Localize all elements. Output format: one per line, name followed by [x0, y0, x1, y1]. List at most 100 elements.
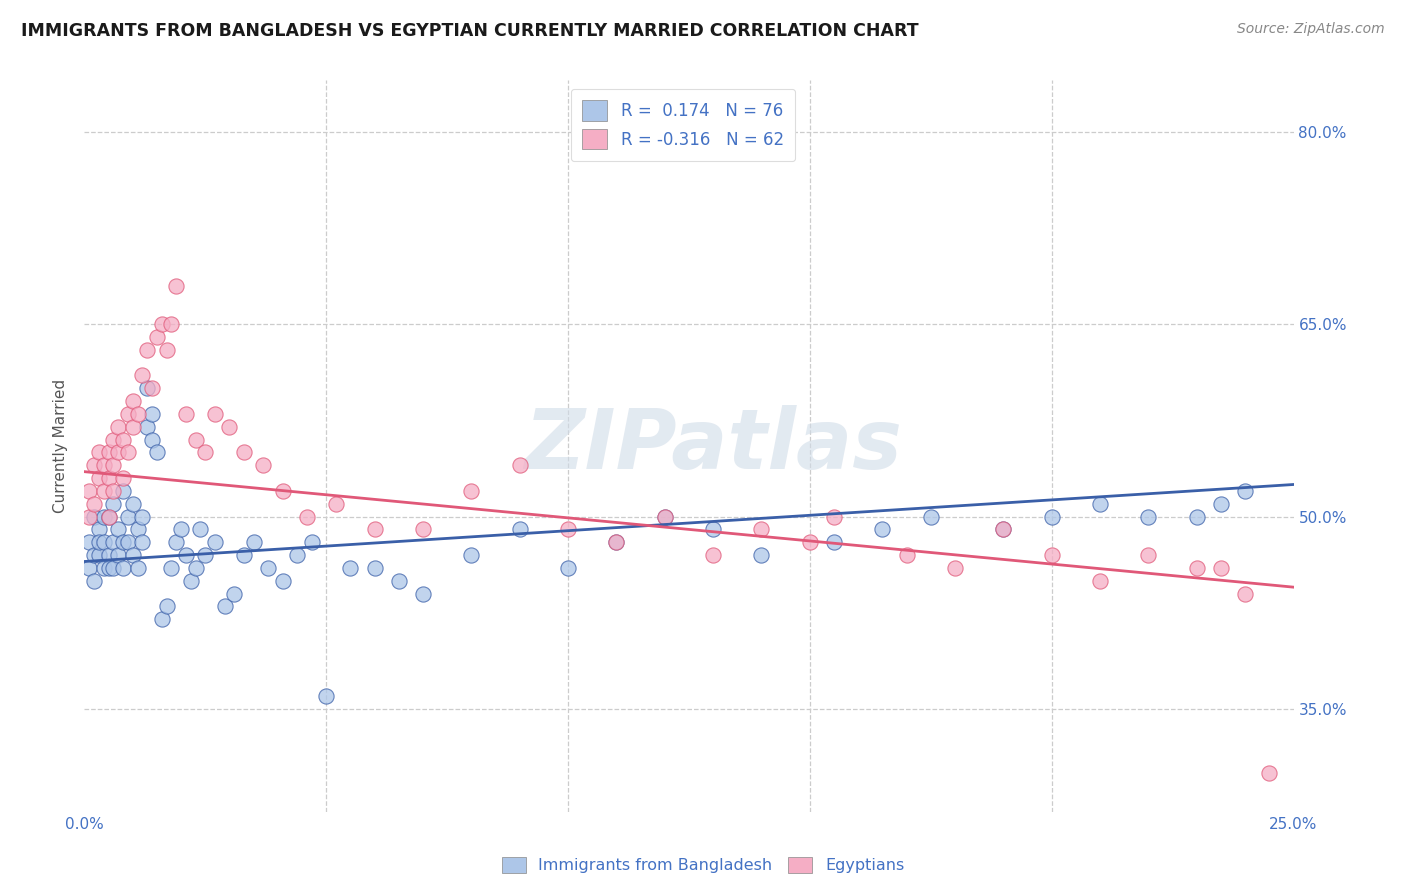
Point: [1137, 548, 1160, 562]
Point: [155, 343, 177, 357]
Text: Source: ZipAtlas.com: Source: ZipAtlas.com: [1237, 22, 1385, 37]
Point: [83, 509, 105, 524]
Point: [83, 574, 105, 588]
Point: [97, 548, 120, 562]
Point: [131, 368, 153, 383]
Point: [605, 535, 627, 549]
Point: [103, 433, 125, 447]
Point: [112, 535, 135, 549]
Point: [214, 599, 236, 614]
Point: [160, 561, 183, 575]
Text: ZIPatlas: ZIPatlas: [524, 406, 903, 486]
Point: [1209, 561, 1232, 575]
Point: [87, 535, 110, 549]
Point: [141, 381, 163, 395]
Point: [131, 509, 153, 524]
Point: [93, 458, 115, 473]
Point: [165, 535, 187, 549]
Point: [509, 523, 531, 537]
Y-axis label: Currently Married: Currently Married: [53, 379, 69, 513]
Point: [97, 561, 120, 575]
Point: [285, 548, 308, 562]
Point: [121, 497, 143, 511]
Point: [174, 407, 197, 421]
Point: [97, 445, 120, 459]
Point: [1088, 574, 1111, 588]
Point: [194, 445, 217, 459]
Point: [87, 523, 110, 537]
Point: [150, 317, 173, 331]
Point: [204, 407, 226, 421]
Point: [242, 535, 264, 549]
Point: [751, 548, 773, 562]
Point: [117, 535, 139, 549]
Point: [252, 458, 274, 473]
Point: [751, 523, 773, 537]
Point: [87, 445, 110, 459]
Legend: R =  0.174   N = 76, R = -0.316   N = 62: R = 0.174 N = 76, R = -0.316 N = 62: [571, 88, 796, 161]
Point: [83, 458, 105, 473]
Point: [93, 509, 115, 524]
Point: [993, 523, 1015, 537]
Point: [412, 586, 434, 600]
Point: [943, 561, 966, 575]
Legend: Immigrants from Bangladesh, Egyptians: Immigrants from Bangladesh, Egyptians: [495, 850, 911, 880]
Point: [131, 535, 153, 549]
Point: [1137, 509, 1160, 524]
Point: [257, 561, 280, 575]
Point: [218, 419, 240, 434]
Point: [872, 523, 894, 537]
Point: [1234, 483, 1257, 498]
Point: [271, 574, 294, 588]
Point: [363, 523, 385, 537]
Point: [103, 535, 125, 549]
Point: [146, 445, 169, 459]
Point: [103, 458, 125, 473]
Point: [107, 419, 129, 434]
Point: [127, 561, 149, 575]
Point: [77, 483, 100, 498]
Point: [107, 548, 129, 562]
Point: [799, 535, 821, 549]
Point: [1040, 548, 1063, 562]
Point: [107, 445, 129, 459]
Point: [103, 561, 125, 575]
Point: [823, 535, 845, 549]
Point: [702, 548, 724, 562]
Point: [136, 419, 159, 434]
Point: [112, 561, 135, 575]
Point: [1209, 497, 1232, 511]
Text: IMMIGRANTS FROM BANGLADESH VS EGYPTIAN CURRENTLY MARRIED CORRELATION CHART: IMMIGRANTS FROM BANGLADESH VS EGYPTIAN C…: [21, 22, 918, 40]
Point: [121, 394, 143, 409]
Point: [204, 535, 226, 549]
Point: [165, 278, 187, 293]
Point: [194, 548, 217, 562]
Point: [233, 548, 256, 562]
Point: [127, 407, 149, 421]
Point: [97, 509, 120, 524]
Point: [339, 561, 361, 575]
Point: [127, 523, 149, 537]
Point: [141, 433, 163, 447]
Point: [605, 535, 627, 549]
Point: [87, 471, 110, 485]
Point: [1088, 497, 1111, 511]
Point: [993, 523, 1015, 537]
Point: [460, 548, 482, 562]
Point: [170, 523, 193, 537]
Point: [136, 381, 159, 395]
Point: [654, 509, 676, 524]
Point: [146, 330, 169, 344]
Point: [93, 561, 115, 575]
Point: [77, 535, 100, 549]
Point: [121, 548, 143, 562]
Point: [121, 419, 143, 434]
Point: [271, 483, 294, 498]
Point: [301, 535, 323, 549]
Point: [83, 548, 105, 562]
Point: [160, 317, 183, 331]
Point: [315, 690, 337, 704]
Point: [388, 574, 411, 588]
Point: [412, 523, 434, 537]
Point: [97, 471, 120, 485]
